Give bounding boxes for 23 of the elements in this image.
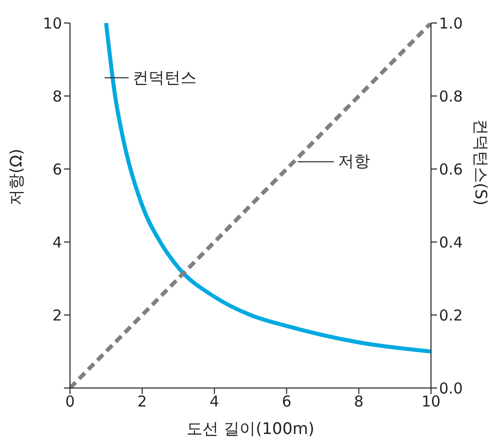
series-label: 컨덕턴스 xyxy=(132,68,197,87)
y-axis-title: 저항(Ω) xyxy=(6,148,26,206)
y2-tick-label: 1.0 xyxy=(439,14,463,32)
y-tick-label: 4 xyxy=(52,233,62,252)
y2-axis-title: 컨덕턴스(S) xyxy=(471,118,489,206)
x-tick-label: 4 xyxy=(210,392,220,411)
series-label: 저항 xyxy=(338,152,370,171)
y-tick-label: 6 xyxy=(52,160,62,178)
y2-tick-label: 0.2 xyxy=(439,306,463,324)
y-tick-label: 8 xyxy=(52,87,62,106)
y2-tick-label: 0.4 xyxy=(439,233,463,252)
x-tick-label: 8 xyxy=(354,392,364,411)
y-tick-label: 10 xyxy=(42,14,62,32)
y2-tick-label: 0.0 xyxy=(439,379,463,398)
x-tick-label: 2 xyxy=(137,392,147,411)
x-axis-title: 도선 길이(100m) xyxy=(186,419,314,438)
line-series xyxy=(104,23,431,354)
y-tick-label: 2 xyxy=(52,306,62,324)
x-tick-label: 6 xyxy=(282,392,292,411)
y2-tick-label: 0.6 xyxy=(439,160,463,178)
x-tick-label: 10 xyxy=(421,392,441,411)
y2-tick-label: 0.8 xyxy=(439,87,463,106)
x-tick-label: 0 xyxy=(65,392,75,411)
